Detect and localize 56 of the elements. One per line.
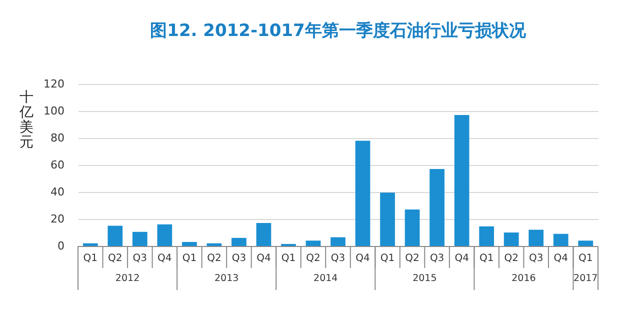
x-tick-label: Q4 bbox=[256, 253, 271, 264]
text: 2013 bbox=[214, 273, 239, 284]
bar bbox=[380, 192, 395, 246]
bar bbox=[504, 232, 519, 246]
x-tick-label: Q1 bbox=[182, 253, 197, 264]
x-tick-label: Q1 bbox=[578, 253, 593, 264]
x-tick-label: Q4 bbox=[356, 253, 370, 264]
bar bbox=[578, 240, 594, 246]
x-tick-label: Q4 bbox=[554, 253, 568, 264]
y-tick-label: 20 bbox=[50, 212, 64, 226]
x-tick-label: Q1 bbox=[380, 253, 395, 264]
x-tick-label: Q3 bbox=[330, 253, 346, 264]
y-tick-label: 100 bbox=[44, 104, 64, 118]
text: 2012 bbox=[115, 273, 140, 284]
x-tick-label: Q1 bbox=[281, 253, 296, 264]
x-tick-label: Q2 bbox=[306, 253, 320, 264]
bar bbox=[430, 169, 444, 246]
x-tick-label: Q1 bbox=[479, 253, 494, 264]
bar bbox=[157, 224, 172, 246]
x-tick-label: Q1 bbox=[83, 253, 98, 264]
x-tick-label: Q4 bbox=[454, 253, 469, 264]
bar bbox=[256, 223, 272, 246]
y-tick-label: 120 bbox=[44, 78, 64, 90]
text: 2015 bbox=[412, 273, 437, 284]
bar bbox=[82, 243, 98, 246]
bar bbox=[479, 226, 494, 246]
bar bbox=[355, 140, 370, 246]
chart-title: 图12. 2012-1017年第一季度石油行业亏损状况 bbox=[150, 21, 527, 41]
x-tick-label: Q4 bbox=[158, 253, 172, 264]
x-tick-label: Q3 bbox=[232, 253, 246, 264]
x-tick-label: Q2 bbox=[108, 253, 122, 264]
x-tick-label: Q2 bbox=[504, 253, 518, 264]
bar bbox=[454, 115, 470, 246]
bar bbox=[232, 238, 246, 246]
x-tick-label: Q2 bbox=[405, 253, 420, 264]
x-tick-label: Q3 bbox=[528, 253, 544, 264]
y-tick-label: 60 bbox=[50, 158, 64, 172]
bar bbox=[132, 232, 148, 246]
bar bbox=[330, 237, 346, 246]
bar bbox=[306, 240, 321, 246]
x-tick-label: Q3 bbox=[430, 253, 444, 264]
text: 2014 bbox=[314, 273, 338, 284]
bar bbox=[553, 234, 568, 246]
y-tick-label: 80 bbox=[50, 132, 64, 144]
bar bbox=[108, 226, 123, 246]
bar bbox=[182, 242, 197, 246]
text: 2016 bbox=[512, 273, 536, 284]
text: 2017 bbox=[574, 273, 598, 284]
y-axis-title: 十亿美元 bbox=[18, 90, 34, 150]
bar bbox=[206, 243, 222, 246]
bar bbox=[528, 230, 544, 246]
y-tick-label: 40 bbox=[50, 186, 64, 198]
y-tick-label: 0 bbox=[58, 240, 64, 252]
x-tick-label: Q2 bbox=[207, 253, 222, 264]
bar bbox=[404, 210, 420, 246]
x-tick-label: Q3 bbox=[132, 253, 148, 264]
